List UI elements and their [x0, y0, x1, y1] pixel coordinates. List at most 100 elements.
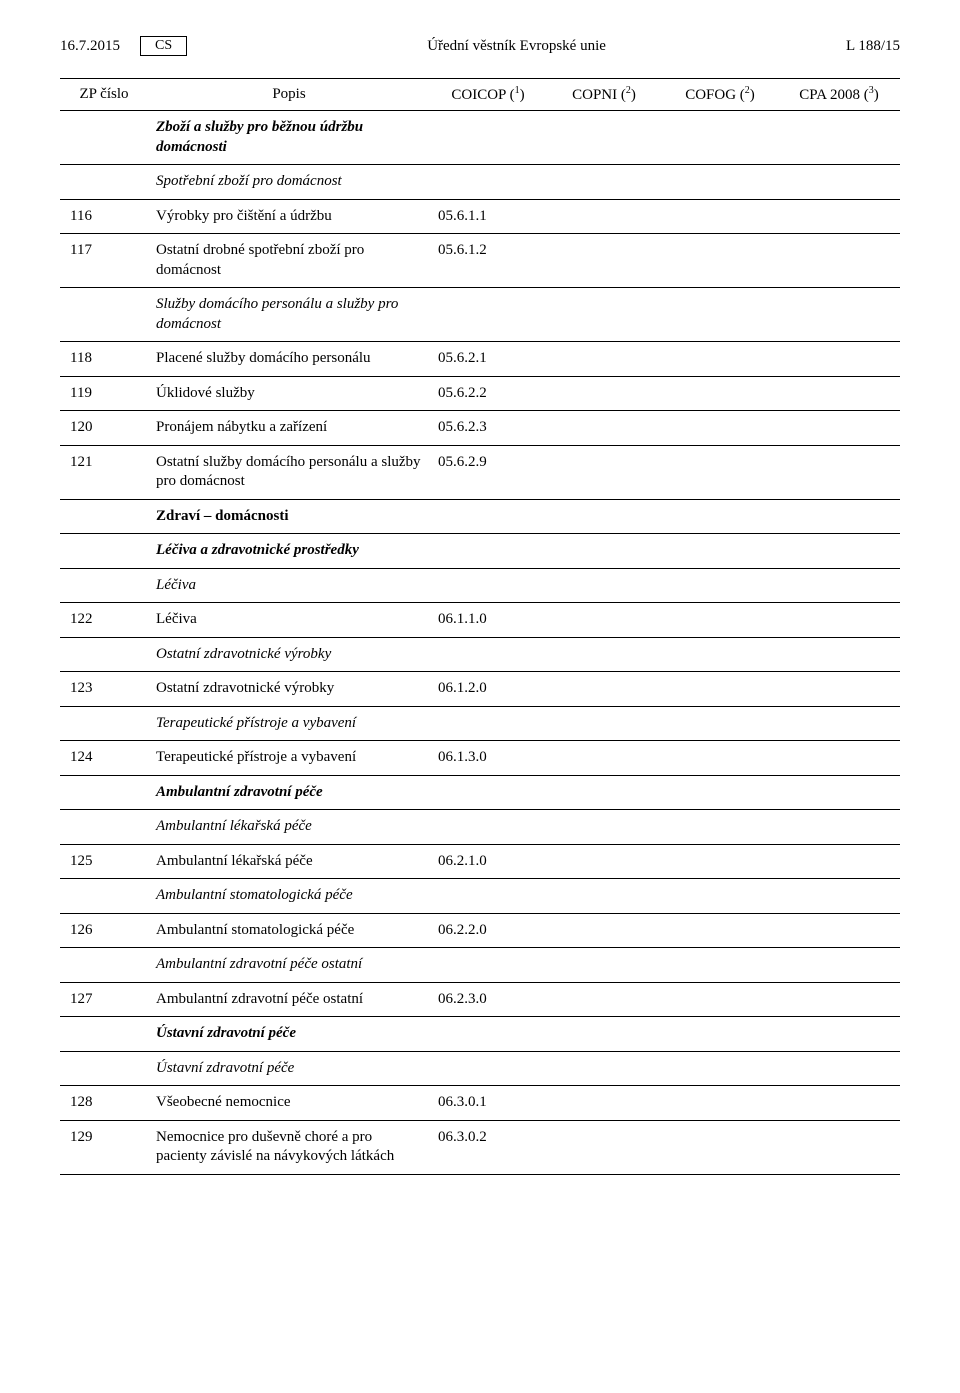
- cell-coicop: [430, 810, 546, 845]
- cell-copni: [546, 913, 662, 948]
- cell-cpa: [778, 288, 900, 342]
- cell-zp: [60, 775, 148, 810]
- cell-coicop: 05.6.2.3: [430, 411, 546, 446]
- cell-cofog: [662, 111, 778, 165]
- cell-coicop: [430, 568, 546, 603]
- cell-cpa: [778, 411, 900, 446]
- cell-cofog: [662, 1120, 778, 1174]
- cell-popis: Pronájem nábytku a zařízení: [148, 411, 430, 446]
- col-coicop-note: 1: [515, 85, 520, 96]
- cell-popis: Placené služby domácího personálu: [148, 342, 430, 377]
- cell-popis: Ústavní zdravotní péče: [148, 1051, 430, 1086]
- cell-zp: 127: [60, 982, 148, 1017]
- cell-cpa: [778, 1086, 900, 1121]
- cell-cpa: [778, 879, 900, 914]
- cell-popis: Ambulantní zdravotní péče: [148, 775, 430, 810]
- cell-zp: 118: [60, 342, 148, 377]
- table-row: Léčiva: [60, 568, 900, 603]
- cell-cofog: [662, 775, 778, 810]
- cell-cpa: [778, 111, 900, 165]
- cell-popis: Terapeutické přístroje a vybavení: [148, 706, 430, 741]
- cell-cpa: [778, 603, 900, 638]
- cell-zp: 121: [60, 445, 148, 499]
- cell-cpa: [778, 445, 900, 499]
- table-row: Ambulantní zdravotní péče: [60, 775, 900, 810]
- cell-cpa: [778, 706, 900, 741]
- cell-cofog: [662, 534, 778, 569]
- cell-copni: [546, 741, 662, 776]
- col-cpa-note: 3: [869, 85, 874, 96]
- table-row: Služby domácího personálu a služby pro d…: [60, 288, 900, 342]
- cell-zp: [60, 637, 148, 672]
- cell-cofog: [662, 913, 778, 948]
- cell-coicop: 06.1.2.0: [430, 672, 546, 707]
- cell-popis: Terapeutické přístroje a vybavení: [148, 741, 430, 776]
- col-cpa-label: CPA 2008: [799, 87, 860, 103]
- table-row: Ostatní zdravotnické výrobky: [60, 637, 900, 672]
- cell-zp: 119: [60, 376, 148, 411]
- cell-zp: 124: [60, 741, 148, 776]
- cell-popis: Ambulantní lékařská péče: [148, 844, 430, 879]
- table-row: 128Všeobecné nemocnice06.3.0.1: [60, 1086, 900, 1121]
- cell-copni: [546, 165, 662, 200]
- cell-zp: 128: [60, 1086, 148, 1121]
- cell-coicop: 05.6.2.1: [430, 342, 546, 377]
- table-body: Zboží a služby pro běžnou údržbu domácno…: [60, 111, 900, 1175]
- col-cpa: CPA 2008 (3): [778, 79, 900, 111]
- cell-copni: [546, 445, 662, 499]
- cell-cofog: [662, 288, 778, 342]
- cell-zp: [60, 568, 148, 603]
- cell-copni: [546, 844, 662, 879]
- cell-zp: [60, 1051, 148, 1086]
- cell-coicop: [430, 706, 546, 741]
- cell-cpa: [778, 1051, 900, 1086]
- cell-copni: [546, 1120, 662, 1174]
- cell-zp: [60, 499, 148, 534]
- cell-popis: Všeobecné nemocnice: [148, 1086, 430, 1121]
- cell-coicop: 05.6.1.2: [430, 234, 546, 288]
- cell-zp: 122: [60, 603, 148, 638]
- table-row: Ambulantní stomatologická péče: [60, 879, 900, 914]
- col-cofog-label: COFOG: [685, 87, 736, 103]
- cell-coicop: 05.6.1.1: [430, 199, 546, 234]
- cell-cofog: [662, 445, 778, 499]
- cell-cpa: [778, 844, 900, 879]
- cell-coicop: [430, 948, 546, 983]
- cell-popis: Ostatní zdravotnické výrobky: [148, 672, 430, 707]
- cell-cpa: [778, 637, 900, 672]
- col-popis-label: Popis: [272, 86, 305, 102]
- cell-cofog: [662, 810, 778, 845]
- cell-cpa: [778, 234, 900, 288]
- cell-cpa: [778, 165, 900, 200]
- cell-coicop: 05.6.2.2: [430, 376, 546, 411]
- cell-zp: [60, 165, 148, 200]
- col-zp-label: ZP číslo: [79, 86, 128, 102]
- table-row: 126Ambulantní stomatologická péče06.2.2.…: [60, 913, 900, 948]
- col-cofog: COFOG (2): [662, 79, 778, 111]
- cell-copni: [546, 1051, 662, 1086]
- cell-zp: [60, 706, 148, 741]
- cell-popis: Ambulantní zdravotní péče ostatní: [148, 948, 430, 983]
- cell-copni: [546, 672, 662, 707]
- cell-popis: Ostatní služby domácího personálu a služ…: [148, 445, 430, 499]
- cell-cofog: [662, 879, 778, 914]
- cell-copni: [546, 775, 662, 810]
- cell-zp: [60, 111, 148, 165]
- table-row: Ústavní zdravotní péče: [60, 1051, 900, 1086]
- cell-copni: [546, 288, 662, 342]
- cell-coicop: 06.1.3.0: [430, 741, 546, 776]
- cell-copni: [546, 1017, 662, 1052]
- cell-coicop: 06.2.3.0: [430, 982, 546, 1017]
- cell-coicop: [430, 637, 546, 672]
- cell-copni: [546, 637, 662, 672]
- cell-cpa: [778, 199, 900, 234]
- table-row: 124Terapeutické přístroje a vybavení06.1…: [60, 741, 900, 776]
- cell-copni: [546, 234, 662, 288]
- cell-coicop: [430, 1051, 546, 1086]
- cell-coicop: [430, 288, 546, 342]
- cell-cofog: [662, 342, 778, 377]
- cell-popis: Spotřební zboží pro domácnost: [148, 165, 430, 200]
- cell-popis: Ambulantní lékařská péče: [148, 810, 430, 845]
- table-row: 116Výrobky pro čištění a údržbu05.6.1.1: [60, 199, 900, 234]
- cell-cpa: [778, 342, 900, 377]
